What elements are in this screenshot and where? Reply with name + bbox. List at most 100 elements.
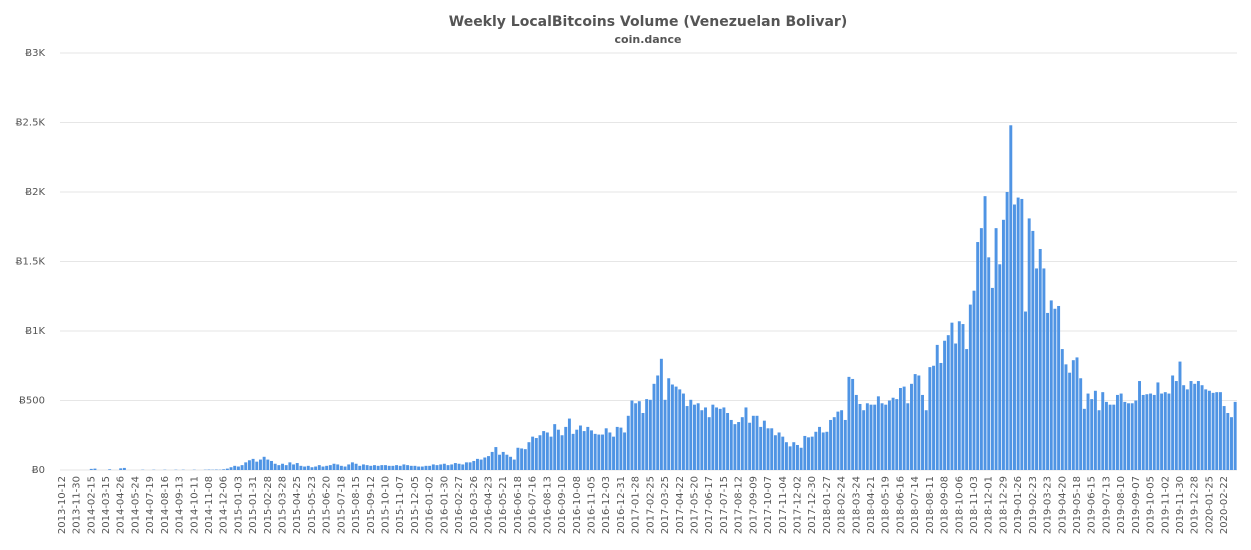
bar [1200,385,1204,470]
x-tick-label: 2018-05-19 [881,476,892,534]
bar [898,387,902,470]
bar [527,442,531,470]
bar [1149,393,1153,470]
x-tick-label: 2013-10-12 [57,476,68,534]
x-tick-label: 2018-08-11 [925,476,936,534]
x-tick-label: 2015-12-05 [410,476,421,534]
bar [1211,392,1215,470]
x-tick-label: 2015-04-25 [292,476,303,534]
bar [895,399,899,470]
bar [674,386,678,470]
x-tick-label: 2015-09-12 [366,476,377,534]
y-tick-label: Ƀ2K [25,187,45,198]
bar [832,417,836,470]
bar [773,435,777,470]
bar [288,462,292,470]
x-tick-label: 2017-02-25 [645,476,656,534]
x-tick-label: 2016-10-08 [572,476,583,534]
x-tick-label: 2015-11-07 [395,476,406,534]
bar [733,424,737,470]
bar [869,404,873,470]
bar [255,461,259,470]
bar [998,264,1002,470]
x-tick-label: 2014-11-08 [204,476,215,534]
bar [332,463,336,470]
x-tick-label: 2015-03-28 [278,476,289,534]
x-tick-label: 2019-11-30 [1175,476,1186,534]
bar [1174,381,1178,470]
bar [924,410,928,470]
bar [1230,417,1233,470]
bar [1049,300,1053,470]
bar [1119,393,1123,470]
bar [251,458,255,470]
x-tick-label: 2014-04-26 [116,476,127,534]
bar [553,424,557,470]
x-tick-label: 2016-08-13 [542,476,553,534]
x-tick-label: 2018-01-27 [822,476,833,534]
bar [453,463,457,470]
x-tick-label: 2018-10-06 [954,476,965,534]
x-tick-label: 2016-01-30 [439,476,450,534]
bar [244,462,248,470]
bar [1167,393,1171,470]
bar [1060,349,1064,470]
bar [336,464,340,470]
bar [1097,410,1101,470]
bar [921,394,924,470]
x-tick-label: 2016-01-02 [425,476,436,534]
bar [1145,394,1149,470]
bar [229,467,233,470]
bar [236,466,240,470]
bar [321,466,325,470]
x-tick-label: 2019-06-15 [1087,476,1098,534]
bar [505,454,509,470]
y-tick-label: Ƀ3K [25,48,45,59]
bar [435,465,439,470]
bar [395,465,399,470]
bar [277,465,281,470]
bar [961,324,965,470]
bar [1104,401,1108,470]
x-tick-label: 2018-09-08 [940,476,951,534]
bar [685,406,689,470]
bar [608,432,612,470]
bar [299,465,303,470]
bar [748,422,752,470]
bar [457,463,461,470]
bar [840,410,844,470]
bar [913,374,917,470]
x-tick-label: 2015-02-28 [263,476,274,534]
x-tick-label: 2018-12-01 [984,476,995,534]
bar [578,425,582,470]
bar [976,242,980,470]
bar [766,428,770,470]
bar [270,460,273,470]
bar [626,415,630,470]
bar [1101,392,1105,470]
bar [1020,198,1024,470]
bar [498,454,502,470]
x-tick-label: 2014-08-16 [160,476,171,534]
bar [843,419,847,470]
bar [93,468,97,470]
x-tick-label: 2019-05-18 [1072,476,1083,534]
bar [1093,390,1097,470]
bar [402,464,406,470]
bar [851,378,855,470]
bar [361,464,365,470]
x-tick-label: 2019-04-20 [1057,476,1068,534]
bar [891,397,895,470]
bar [1086,393,1090,470]
bar [575,429,579,470]
x-tick-label: 2020-02-22 [1219,476,1230,534]
bar [1189,381,1193,470]
bar [1108,404,1112,470]
bar [803,435,807,470]
bar [670,384,674,470]
bar [979,228,983,470]
bar [1082,408,1086,470]
bar [494,447,498,470]
x-tick-label: 2018-06-16 [895,476,906,534]
